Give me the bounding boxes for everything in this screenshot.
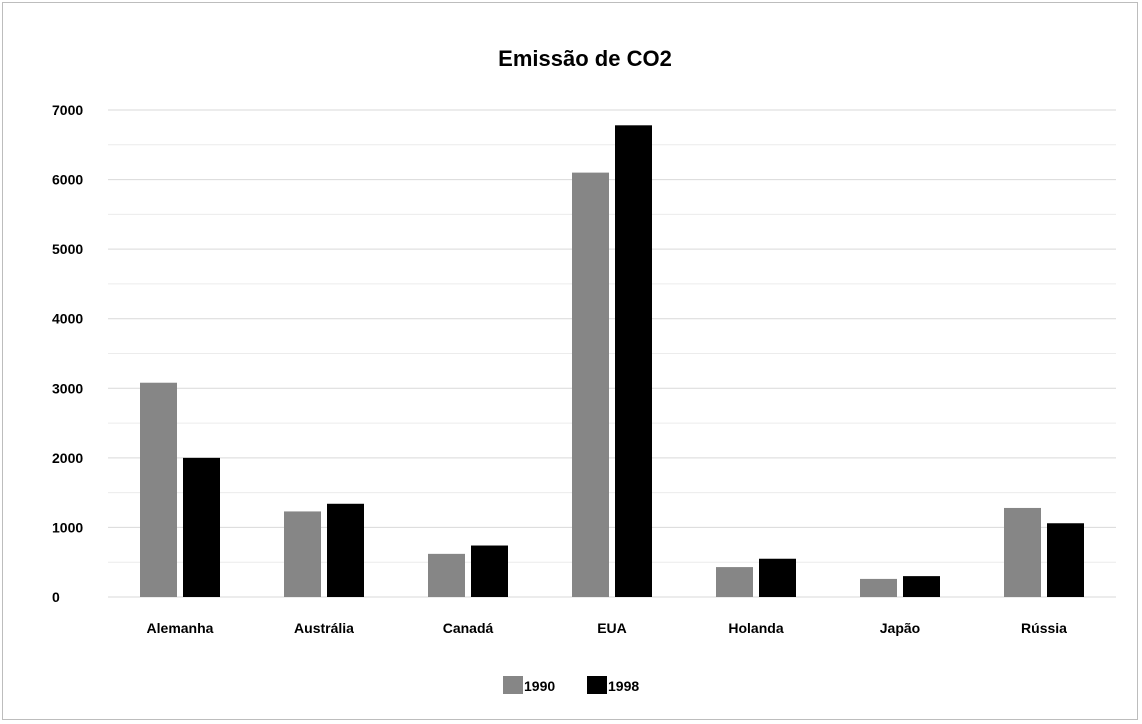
x-category-label: Alemanha xyxy=(147,620,214,636)
y-tick-label: 3000 xyxy=(52,380,83,396)
bar-1990-Japão xyxy=(860,578,897,597)
y-axis-ticks: 0 1000 2000 3000 4000 5000 6000 7000 xyxy=(52,102,83,605)
bar-1998-Alemanha xyxy=(183,457,220,597)
bar-1998-Rússia xyxy=(1047,523,1084,597)
y-tick-label: 5000 xyxy=(52,241,83,257)
bar-1990-Canadá xyxy=(428,553,465,597)
bar-1990-Alemanha xyxy=(140,382,177,597)
bar-1998-Canadá xyxy=(471,545,508,597)
bar-1990-Rússia xyxy=(1004,507,1041,597)
legend-swatch xyxy=(587,676,607,694)
y-tick-label: 4000 xyxy=(52,311,83,327)
x-category-label: Austrália xyxy=(294,620,354,636)
legend-label: 1998 xyxy=(608,678,639,694)
y-tick-label: 1000 xyxy=(52,519,83,535)
legend-swatch xyxy=(503,676,523,694)
bar-1998-Japão xyxy=(903,576,940,597)
x-category-label: EUA xyxy=(597,620,627,636)
bar-1990-EUA xyxy=(572,172,609,597)
x-category-label: Canadá xyxy=(443,620,494,636)
y-tick-label: 6000 xyxy=(52,172,83,188)
x-category-label: Holanda xyxy=(728,620,783,636)
legend-label: 1990 xyxy=(524,678,555,694)
y-tick-label: 2000 xyxy=(52,450,83,466)
bars xyxy=(140,125,1084,597)
bar-1990-Austrália xyxy=(284,511,321,597)
bar-1990-Holanda xyxy=(716,567,753,597)
bar-1998-Austrália xyxy=(327,503,364,597)
grid-lines xyxy=(108,109,1116,598)
chart-title: Emissão de CO2 xyxy=(498,46,672,71)
x-category-label: Rússia xyxy=(1021,620,1067,636)
legend: 1990 1998 xyxy=(503,676,639,694)
y-tick-label: 7000 xyxy=(52,102,83,118)
x-axis-categories: Alemanha Austrália Canadá EUA Holanda Japão Rú… xyxy=(147,620,1068,636)
bar-1998-EUA xyxy=(615,125,652,597)
y-tick-label: 0 xyxy=(52,589,60,605)
x-category-label: Japão xyxy=(880,620,920,636)
bar-1998-Holanda xyxy=(759,558,796,597)
